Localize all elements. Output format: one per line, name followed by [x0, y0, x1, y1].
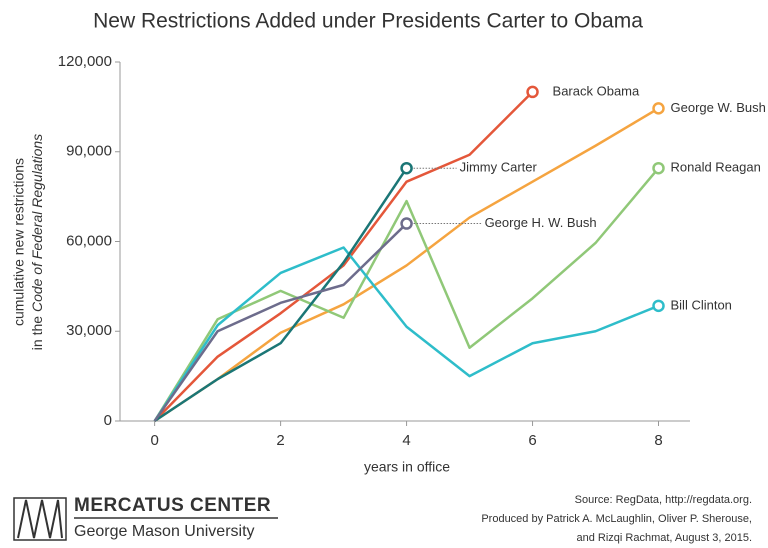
- source-line: and Rizqi Rachmat, August 3, 2015.: [577, 532, 753, 544]
- end-marker: [400, 217, 413, 230]
- y-tick-label: 60,000: [66, 232, 112, 249]
- y-tick-label: 90,000: [66, 143, 112, 160]
- end-marker: [526, 85, 539, 99]
- y-axis-label-prefix: in the: [29, 316, 45, 350]
- end-marker: [400, 161, 413, 175]
- org-name: MERCATUS CENTER: [74, 495, 271, 516]
- series-line: [153, 107, 660, 423]
- logo: [13, 497, 67, 541]
- series-line: [153, 222, 408, 422]
- source-line: Source: RegData, http://regdata.org.: [575, 494, 752, 506]
- series-label: Barack Obama: [553, 83, 640, 98]
- end-marker: [652, 102, 665, 115]
- x-tick-label: 0: [150, 432, 158, 449]
- series-line: [153, 167, 660, 422]
- source-line: Produced by Patrick A. McLaughlin, Olive…: [481, 513, 752, 525]
- chart-title: New Restrictions Added under Presidents …: [93, 10, 643, 33]
- series-label: Ronald Reagan: [671, 160, 761, 175]
- x-tick-label: 6: [528, 432, 536, 449]
- y-tick-label: 0: [104, 412, 112, 429]
- end-marker: [652, 299, 665, 313]
- series-line: [153, 91, 534, 422]
- x-tick-label: 8: [654, 432, 662, 449]
- y-tick-label: 30,000: [66, 322, 112, 339]
- x-tick-label: 4: [402, 432, 410, 449]
- y-axis-label-italic: Code of Federal Regulations: [29, 134, 45, 312]
- series-label: Bill Clinton: [671, 297, 732, 312]
- x-tick-label: 2: [276, 432, 284, 449]
- series-label: George H. W. Bush: [485, 215, 597, 230]
- series-label: Jimmy Carter: [460, 160, 538, 175]
- series-line: [153, 246, 659, 422]
- university-name: George Mason University: [74, 523, 255, 540]
- y-tick-label: 120,000: [58, 53, 112, 70]
- y-axis-label: cumulative new restrictions: [11, 158, 27, 326]
- y-axis-label: in the Code of Federal Regulations: [29, 134, 45, 350]
- end-marker: [652, 161, 665, 175]
- x-axis-label: years in office: [364, 459, 450, 475]
- series-line: [153, 167, 408, 423]
- series-label: George W. Bush: [671, 100, 766, 115]
